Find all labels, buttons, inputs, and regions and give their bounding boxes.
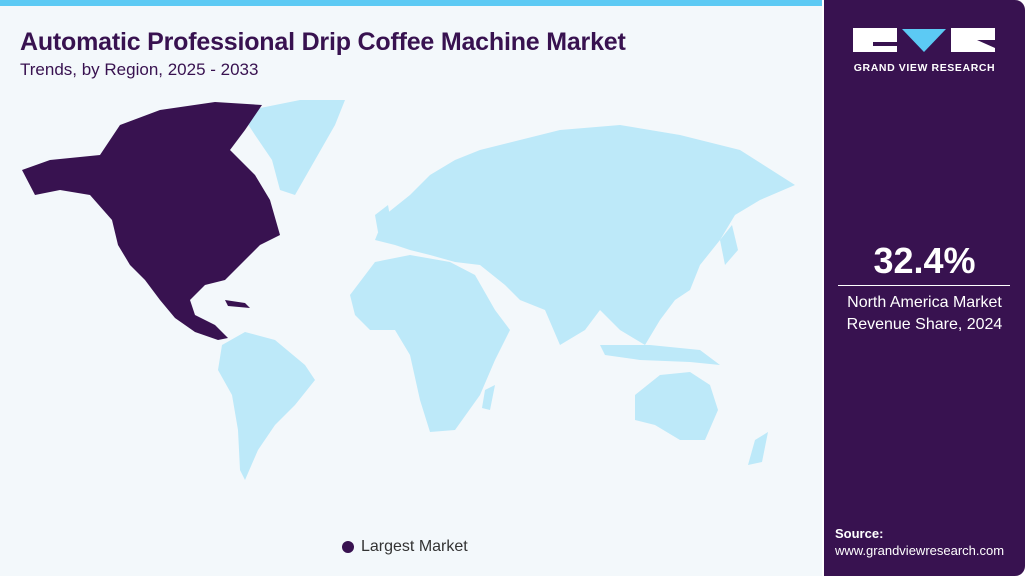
region-south-america — [218, 332, 315, 480]
legend-swatch-largest-market — [342, 541, 354, 553]
region-japan — [720, 225, 738, 265]
region-europe-asia — [375, 125, 795, 345]
source-label: Source: — [835, 526, 884, 541]
source-link[interactable]: www.grandviewresearch.com — [835, 543, 1005, 558]
region-uk — [375, 205, 392, 232]
region-madagascar — [482, 385, 495, 410]
sidebar: GRAND VIEW RESEARCH 32.4% North America … — [824, 0, 1025, 576]
accent-bar — [0, 0, 822, 6]
market-share-label: North America Market Revenue Share, 2024 — [824, 292, 1025, 336]
logo-text: GRAND VIEW RESEARCH — [853, 62, 996, 74]
divider — [838, 285, 1010, 286]
region-north-america — [22, 102, 280, 340]
chart-panel: Automatic Professional Drip Coffee Machi… — [0, 0, 822, 576]
region-greenland — [240, 100, 345, 195]
region-new-zealand — [748, 432, 768, 465]
chart-subtitle: Trends, by Region, 2025 - 2033 — [20, 60, 259, 79]
grand-view-research-logo — [853, 28, 995, 52]
chart-title: Automatic Professional Drip Coffee Machi… — [20, 28, 626, 56]
market-share-value: 32.4% — [873, 240, 976, 281]
legend-label: Largest Market — [361, 538, 468, 555]
region-caribbean — [225, 300, 250, 308]
region-indonesia — [600, 345, 720, 365]
world-map — [22, 100, 795, 480]
region-africa — [350, 255, 510, 432]
stat-label-line1: North America Market — [847, 294, 1002, 311]
legend: Largest Market — [342, 538, 468, 556]
stat-label-line2: Revenue Share, 2024 — [846, 316, 1003, 333]
region-australia — [635, 372, 718, 440]
